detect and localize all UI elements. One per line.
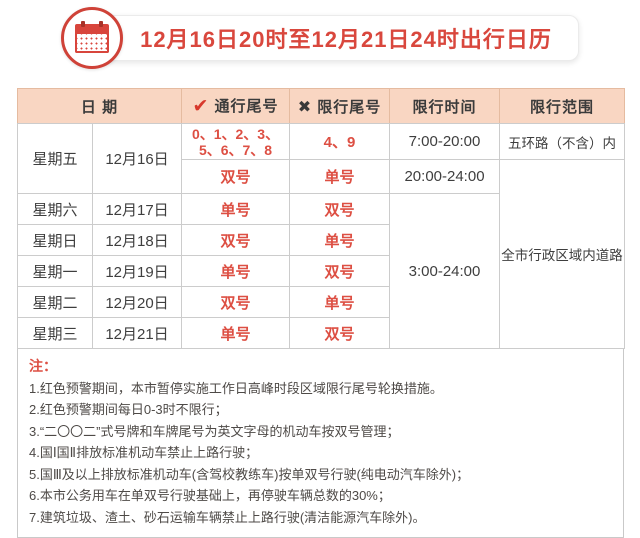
time-cell: 7:00-20:00: [389, 123, 501, 160]
restriction-schedule-table: 日 期 ✔ 通行尾号 ✖ 限行尾号 限行时间 限行范围 星期五 12月16日 0、1…: [16, 88, 626, 349]
scope-cell: 五环路（不含）内: [499, 123, 626, 160]
date-cell: 12月18日: [91, 224, 183, 256]
restricted-cell: 双号: [289, 193, 391, 225]
x-icon: ✖: [297, 98, 313, 116]
weekday-cell: 星期六: [17, 193, 93, 225]
table-row-saturday: 星期六 12月17日 单号 双号 3:00-24:00: [17, 193, 625, 349]
allowed-cell: 双号: [181, 159, 291, 194]
note-item-7: 7.建筑垃圾、渣土、砂石运输车辆禁止上路行驶(清洁能源汽车除外)。: [29, 509, 426, 525]
allowed-cell: 单号: [181, 193, 291, 225]
table-row-monday: 星期一 12月19日 单号 双号: [17, 255, 625, 287]
date-cell: 12月17日: [91, 193, 183, 225]
allowed-cell: 0、1、2、3、 5、6、7、8: [181, 123, 291, 160]
page-title: 12月16日20时至12月21日24时出行日历: [140, 27, 552, 52]
restricted-cell: 4、9: [289, 123, 391, 160]
note-item-5: 5.国Ⅲ及以上排放标准机动车(含驾校教练车)按单双号行驶(纯电动汽车除外)；: [29, 466, 470, 482]
weekday-cell: 星期日: [17, 224, 93, 256]
table-row-friday-night: 双号 单号 20:00-24:00 全市行政区域内道路: [18, 159, 626, 349]
table-row-friday-peak: 星期五 12月16日 0、1、2、3、 5、6、7、8 4、9 7:00-20:…: [17, 123, 626, 194]
title-pill: 12月16日20时至12月21日24时出行日历: [91, 15, 579, 61]
restricted-cell: 单号: [289, 159, 391, 194]
note-item-1: 1.红色预警期间，本市暂停实施工作日高峰时段区域限行尾号轮换措施。: [29, 380, 443, 396]
allowed-cell: 单号: [181, 255, 291, 287]
col-header-time: 限行时间: [389, 88, 501, 124]
weekday-cell: 星期五: [17, 123, 93, 194]
time-cell: 20:00-24:00: [389, 159, 501, 194]
weekday-cell: 星期二: [17, 286, 93, 318]
note-item-2: 2.红色预警期间每日0-3时不限行；: [29, 402, 228, 417]
weekday-cell: 星期三: [17, 317, 93, 349]
table-row-sunday: 星期日 12月18日 双号 单号: [17, 224, 625, 256]
allowed-cell: 双号: [181, 224, 291, 256]
date-cell: 12月21日: [91, 317, 183, 349]
allowed-cell: 双号: [181, 286, 291, 318]
scope-cell-citywide: 全市行政区域内道路: [499, 159, 626, 349]
time-cell-allday: 3:00-24:00: [389, 193, 501, 349]
restricted-cell: 单号: [289, 286, 391, 318]
notes-label: 注：: [29, 358, 57, 374]
date-cell: 12月16日: [91, 123, 183, 194]
table-row-tuesday: 星期二 12月20日 双号 单号: [17, 286, 625, 318]
col-header-allowed: ✔ 通行尾号: [181, 88, 291, 124]
note-item-3: 3.“二〇〇二”式号牌和车牌尾号为英文字母的机动车按双号管理；: [29, 423, 400, 439]
table-header-row: 日 期 ✔ 通行尾号 ✖ 限行尾号 限行时间 限行范围: [16, 88, 626, 124]
restricted-cell: 双号: [289, 317, 391, 349]
col-header-restricted: ✖ 限行尾号: [289, 88, 391, 124]
table-row-wednesday: 星期三 12月21日 单号 双号: [17, 317, 625, 349]
note-item-6: 6.本市公务用车在单双号行驶基础上，再停驶车辆总数的30%；: [29, 488, 391, 503]
restricted-cell: 单号: [289, 224, 391, 256]
note-item-4: 4.国Ⅰ国Ⅱ排放标准机动车禁止上路行驶；: [29, 445, 259, 460]
calendar-icon: [61, 7, 124, 69]
col-header-scope: 限行范围: [499, 88, 626, 124]
date-cell: 12月19日: [91, 255, 183, 287]
restricted-cell: 双号: [289, 255, 391, 287]
allowed-cell: 单号: [181, 317, 291, 349]
weekday-cell: 星期一: [17, 255, 93, 287]
date-cell: 12月20日: [91, 286, 183, 318]
col-header-date: 日 期: [16, 88, 183, 124]
check-icon: ✔: [192, 95, 210, 117]
notes-section: 注： 1.红色预警期间，本市暂停实施工作日高峰时段区域限行尾号轮换措施。 2.红…: [17, 349, 624, 538]
header-banner: 12月16日20时至12月21日24时出行日历: [0, 0, 640, 70]
